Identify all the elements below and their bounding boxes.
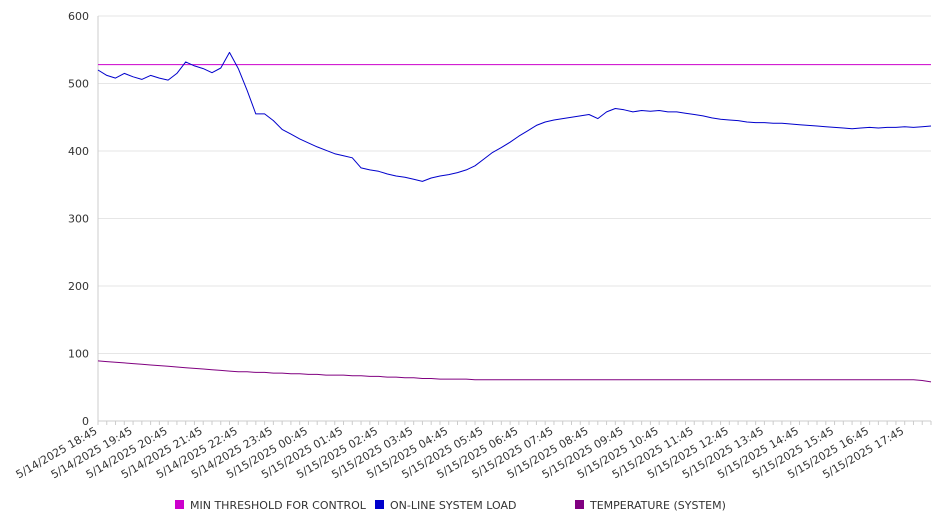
y-tick-label: 400: [68, 145, 89, 158]
y-tick-label: 300: [68, 213, 89, 226]
y-tick-label: 600: [68, 10, 89, 23]
legend-label: TEMPERATURE (SYSTEM): [589, 499, 726, 512]
series-lines: [97, 51, 932, 383]
y-tick-label: 200: [68, 280, 89, 293]
legend-label: MIN THRESHOLD FOR CONTROL: [190, 499, 367, 512]
legend: MIN THRESHOLD FOR CONTROL ON-LINE SYSTEM …: [175, 499, 726, 512]
grid-lines: [98, 15, 931, 422]
series-line-2: [97, 360, 932, 383]
y-axis: 0 100 200 300 400 500 600: [68, 10, 99, 428]
series-line-1: [97, 51, 932, 182]
legend-swatch: [575, 500, 584, 509]
x-axis: 5/14/2025 18:455/14/2025 19:455/14/2025 …: [14, 420, 932, 481]
y-tick-label: 500: [68, 78, 89, 91]
legend-label: ON-LINE SYSTEM LOAD: [390, 499, 516, 512]
y-tick-label: 100: [68, 348, 89, 361]
legend-swatch: [375, 500, 384, 509]
y-tick-label: 0: [82, 415, 89, 428]
legend-swatch: [175, 500, 184, 509]
